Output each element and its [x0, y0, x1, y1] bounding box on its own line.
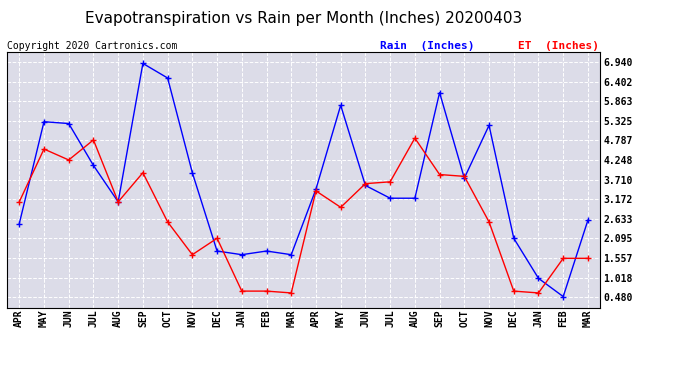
Text: Copyright 2020 Cartronics.com: Copyright 2020 Cartronics.com	[7, 41, 177, 51]
Text: Evapotranspiration vs Rain per Month (Inches) 20200403: Evapotranspiration vs Rain per Month (In…	[85, 11, 522, 26]
Text: ET  (Inches): ET (Inches)	[518, 41, 598, 51]
Text: Rain  (Inches): Rain (Inches)	[380, 41, 474, 51]
